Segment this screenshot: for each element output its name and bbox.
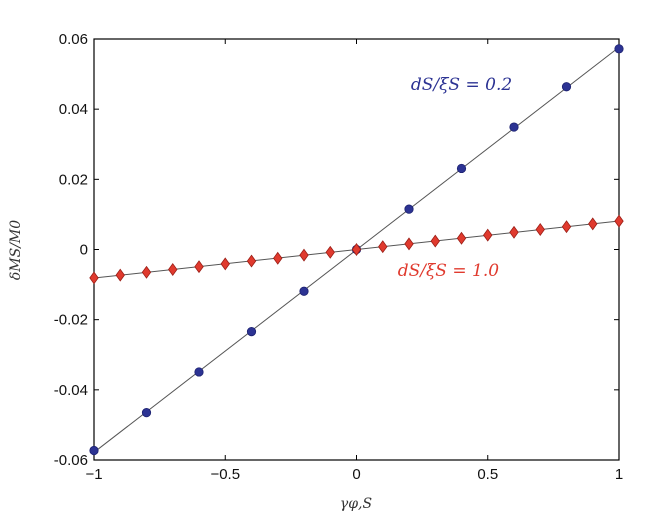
series-2-point — [483, 228, 493, 242]
y-tick-label: 0.04 — [59, 101, 88, 118]
series-1-annotation: dS/ξS = 0.2 — [411, 75, 512, 95]
series-1-point — [561, 82, 572, 92]
y-axis-label: δMS/M0 — [8, 220, 24, 280]
x-tick-label: 0 — [352, 466, 360, 483]
series-2-point — [168, 263, 178, 276]
x-tick-label: 0.5 — [477, 466, 498, 483]
series-2-point — [194, 260, 204, 274]
series-2-point — [456, 231, 467, 245]
y-tick-label: -0.06 — [54, 452, 88, 469]
series-2-point — [89, 271, 99, 285]
y-tick-label: -0.02 — [54, 312, 88, 329]
series-1-point — [509, 122, 519, 132]
series-1-point — [456, 163, 467, 174]
series-2-point — [535, 223, 545, 236]
series-2-point — [430, 234, 440, 248]
series-2-point — [115, 268, 125, 282]
series-2-point — [351, 243, 362, 256]
y-tick-label: 0.06 — [59, 31, 88, 48]
series-2-point — [509, 225, 519, 239]
x-tick-label: −0.5 — [210, 466, 240, 483]
series-2-point — [378, 240, 388, 254]
y-axis: -0.06 -0.04 -0.02 0 0.02 0.04 0.06 — [54, 31, 619, 469]
series-1-point — [141, 408, 152, 418]
data-markers — [89, 44, 624, 456]
x-axis: −1 −0.5 0 0.5 1 — [85, 39, 623, 483]
series-1-point — [194, 367, 204, 377]
y-tick-label: 0.02 — [59, 171, 88, 188]
series-2-point — [246, 254, 257, 268]
series-2-point — [299, 248, 309, 262]
series-2-point — [404, 237, 414, 251]
y-tick-label: 0 — [80, 242, 88, 259]
x-axis-label: γφ,S — [340, 496, 372, 512]
series-1-point — [299, 286, 309, 296]
series-1-point — [404, 204, 414, 214]
x-tick-label: −1 — [85, 466, 102, 483]
series-2-point — [588, 217, 598, 231]
series-2-point — [273, 251, 283, 265]
series-1-point — [614, 44, 624, 54]
series-2-point — [220, 257, 230, 271]
x-tick-label: 1 — [615, 466, 623, 483]
series-1-point — [89, 445, 99, 456]
y-tick-label: -0.04 — [54, 382, 88, 399]
series-2-point — [561, 220, 572, 234]
series-2-point — [141, 265, 152, 279]
series-2-point — [614, 214, 624, 228]
series-2-point — [325, 245, 335, 259]
series-1-point — [246, 326, 257, 337]
series-2-annotation: dS/ξS = 1.0 — [398, 261, 500, 281]
